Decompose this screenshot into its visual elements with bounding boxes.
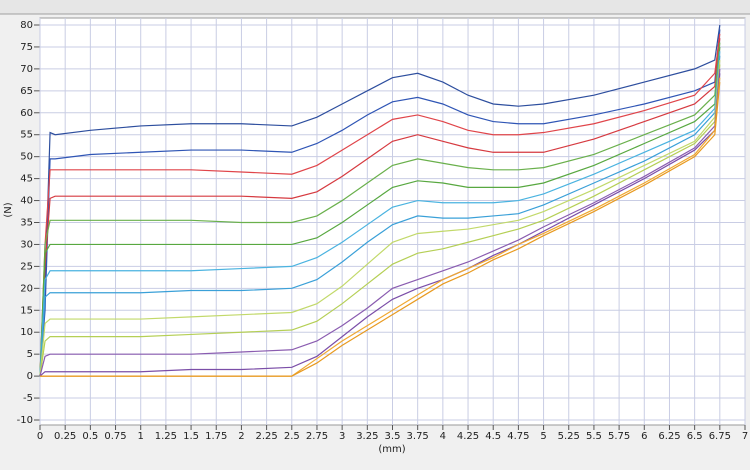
x-tick-label: 2.5 bbox=[284, 431, 300, 442]
x-tick-label: 0.25 bbox=[54, 431, 76, 442]
x-tick-label: 7 bbox=[742, 431, 748, 442]
y-tick-label: 65 bbox=[20, 86, 33, 97]
y-tick-label: 45 bbox=[20, 174, 33, 185]
x-tick-label: 6 bbox=[641, 431, 647, 442]
x-tick-label: 6.75 bbox=[709, 431, 731, 442]
data-line bbox=[39, 38, 721, 377]
y-tick-label: 35 bbox=[20, 218, 33, 229]
data-line bbox=[39, 24, 721, 377]
x-tick-label: 5 bbox=[540, 431, 546, 442]
y-axis-label: (N) bbox=[3, 202, 14, 217]
x-tick-label: 1.25 bbox=[155, 431, 177, 442]
data-line bbox=[39, 51, 721, 377]
x-tick-label: 0.75 bbox=[104, 431, 126, 442]
x-tick-label: 6.5 bbox=[687, 431, 703, 442]
x-tick-label: 1.75 bbox=[205, 431, 227, 442]
data-line bbox=[39, 64, 721, 377]
x-tick-label: 2.75 bbox=[306, 431, 328, 442]
y-tick-label: 10 bbox=[20, 327, 33, 338]
x-tick-label: 1 bbox=[138, 431, 144, 442]
y-tick-label: 55 bbox=[20, 130, 33, 141]
x-axis-label: (mm) bbox=[378, 444, 405, 455]
x-tick-label: 4.75 bbox=[507, 431, 529, 442]
data-line bbox=[39, 73, 721, 377]
x-tick-label: 3.25 bbox=[356, 431, 378, 442]
x-tick-label: 3 bbox=[339, 431, 345, 442]
data-line bbox=[39, 42, 721, 377]
data-line bbox=[39, 29, 721, 377]
y-tick-label: 25 bbox=[20, 261, 33, 272]
data-line bbox=[40, 82, 721, 377]
top-bar bbox=[0, 0, 750, 14]
x-tick-label: 3.5 bbox=[385, 431, 401, 442]
y-tick-label: 50 bbox=[20, 152, 33, 163]
data-line bbox=[39, 33, 721, 377]
x-tick-label: 2.25 bbox=[255, 431, 277, 442]
x-tick-label: 5.75 bbox=[608, 431, 630, 442]
y-tick-label: 0 bbox=[27, 371, 33, 382]
data-line bbox=[39, 46, 721, 377]
x-tick-label: 2 bbox=[238, 431, 244, 442]
x-tick-label: 5.25 bbox=[558, 431, 580, 442]
y-tick-label: 30 bbox=[20, 239, 33, 250]
x-tick-label: 4.5 bbox=[485, 431, 501, 442]
x-tick-label: 3.75 bbox=[407, 431, 429, 442]
x-tick-label: 0.5 bbox=[82, 431, 98, 442]
y-tick-label: -5 bbox=[23, 393, 33, 404]
x-tick-label: 4.25 bbox=[457, 431, 479, 442]
data-line bbox=[39, 60, 721, 377]
y-tick-label: 15 bbox=[20, 305, 33, 316]
data-line bbox=[39, 68, 721, 377]
x-tick-label: 5.5 bbox=[586, 431, 602, 442]
y-tick-label: 20 bbox=[20, 283, 33, 294]
x-tick-label: 1.5 bbox=[183, 431, 199, 442]
y-tick-label: 75 bbox=[20, 42, 33, 53]
y-tick-label: 80 bbox=[20, 20, 33, 31]
y-tick-label: 5 bbox=[27, 349, 33, 360]
y-tick-label: 60 bbox=[20, 108, 33, 119]
x-tick-label: 4 bbox=[440, 431, 446, 442]
data-line bbox=[39, 55, 721, 377]
x-tick-label: 0 bbox=[37, 431, 43, 442]
y-tick-label: -10 bbox=[17, 415, 33, 426]
y-tick-label: 40 bbox=[20, 196, 33, 207]
x-tick-label: 6.25 bbox=[658, 431, 680, 442]
y-tick-label: 70 bbox=[20, 64, 33, 75]
